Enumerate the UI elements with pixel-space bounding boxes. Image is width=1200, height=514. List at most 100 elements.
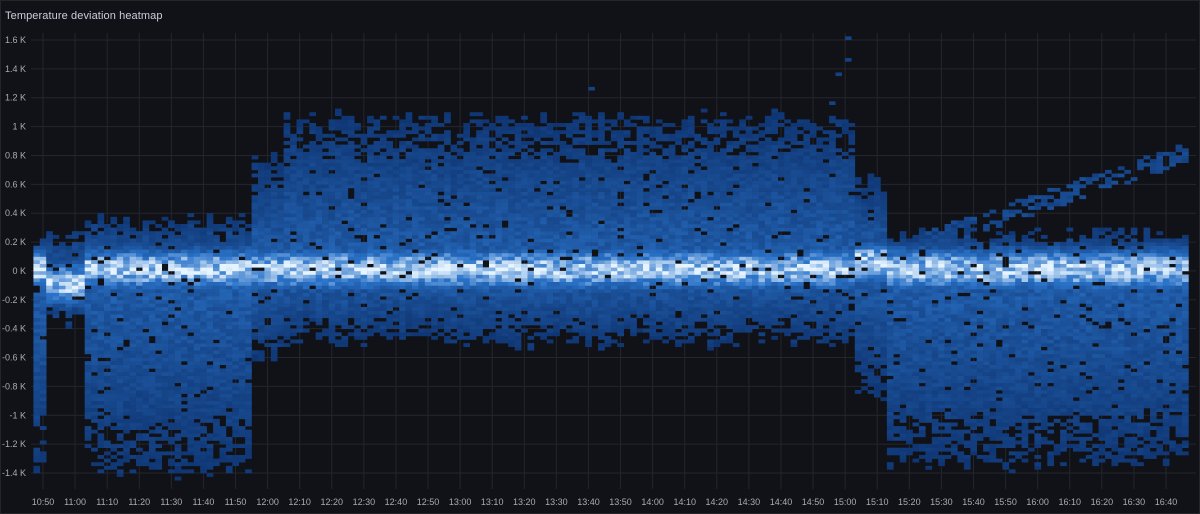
- heatmap-cell: [193, 332, 201, 337]
- heatmap-cell: [623, 274, 631, 279]
- heatmap-cell: [456, 278, 464, 282]
- heatmap-cell: [585, 299, 592, 304]
- heatmap-cell: [572, 126, 580, 131]
- heatmap-cell: [142, 317, 150, 322]
- heatmap-cell: [322, 209, 329, 214]
- heatmap-cell: [232, 364, 239, 369]
- heatmap-cell: [65, 321, 73, 326]
- heatmap-cell: [424, 270, 432, 275]
- heatmap-cell: [617, 256, 624, 261]
- heatmap-cell: [290, 242, 297, 246]
- heatmap-cell: [148, 242, 156, 246]
- heatmap-cell: [187, 231, 195, 236]
- heatmap-cell: [347, 126, 355, 131]
- heatmap-cell: [540, 141, 547, 145]
- heatmap-cell: [123, 447, 130, 452]
- heatmap-cell: [444, 141, 451, 145]
- heatmap-cell: [84, 245, 92, 250]
- heatmap-cell: [148, 289, 156, 293]
- heatmap-cell: [258, 332, 265, 337]
- heatmap-cell: [309, 126, 316, 131]
- heatmap-cell: [39, 357, 47, 362]
- heatmap-cell: [501, 234, 509, 239]
- heatmap-cell: [450, 299, 458, 304]
- heatmap-cell: [59, 299, 66, 304]
- heatmap-cell: [283, 202, 291, 207]
- heatmap-cell: [39, 386, 47, 391]
- heatmap-cell: [392, 267, 400, 272]
- heatmap-cell: [617, 296, 624, 301]
- heatmap-cell: [104, 418, 111, 423]
- heatmap-cell: [309, 173, 316, 178]
- heatmap-cell: [559, 202, 567, 207]
- heatmap-cell: [148, 220, 156, 225]
- heatmap-cell: [553, 296, 560, 301]
- heatmap-cell: [328, 159, 336, 163]
- heatmap-cell: [283, 209, 291, 214]
- heatmap-cell: [501, 206, 509, 210]
- heatmap-cell: [283, 126, 291, 131]
- heatmap-cell: [264, 249, 272, 254]
- heatmap-cell: [501, 328, 509, 333]
- heatmap-cell: [232, 361, 239, 365]
- heatmap-cell: [591, 184, 599, 189]
- heatmap-cell: [386, 224, 393, 228]
- heatmap-cell: [431, 202, 438, 207]
- heatmap-cell: [591, 216, 599, 221]
- heatmap-cell: [78, 249, 85, 254]
- heatmap-cell: [347, 285, 355, 290]
- heatmap-cell: [200, 372, 207, 376]
- heatmap-cell: [129, 404, 137, 409]
- heatmap-cell: [283, 252, 291, 257]
- heatmap-cell: [181, 379, 188, 384]
- heatmap-cell: [142, 325, 150, 329]
- heatmap-cell: [174, 242, 182, 246]
- heatmap-cell: [129, 350, 137, 355]
- heatmap-cell: [347, 296, 355, 301]
- heatmap-cell: [437, 187, 445, 192]
- heatmap-cell: [328, 220, 336, 225]
- heatmap-cell: [232, 429, 239, 434]
- heatmap-cell: [91, 289, 98, 293]
- heatmap-cell: [290, 249, 297, 254]
- heatmap-cell: [328, 119, 336, 124]
- heatmap-cell: [360, 289, 368, 293]
- heatmap-cell: [456, 220, 464, 225]
- heatmap-cell: [508, 281, 515, 286]
- heatmap-cell: [116, 368, 124, 373]
- panel-header[interactable]: Temperature deviation heatmap: [1, 1, 1199, 31]
- heatmap-cell: [91, 346, 98, 351]
- heatmap-cell: [251, 321, 259, 326]
- heatmap-cell: [129, 382, 137, 387]
- heatmap-cell: [251, 314, 259, 319]
- heatmap-cell: [200, 249, 207, 254]
- heatmap-cell: [617, 177, 624, 181]
- heatmap-cell: [148, 397, 156, 402]
- heatmap-cell: [309, 213, 316, 218]
- heatmap-cell: [533, 245, 541, 250]
- heatmap-cell: [463, 162, 470, 167]
- heatmap-cell: [264, 267, 272, 272]
- heatmap-cell: [431, 151, 438, 156]
- heatmap-cell: [444, 256, 451, 261]
- heatmap-cell: [129, 397, 137, 402]
- heatmap-cell: [65, 307, 73, 311]
- heatmap-cell: [335, 123, 342, 127]
- heatmap-cell: [566, 224, 573, 228]
- heatmap-cell: [335, 191, 342, 196]
- heatmap-cell: [302, 249, 310, 254]
- heatmap-cell: [296, 321, 304, 326]
- heatmap-cell: [206, 473, 214, 477]
- heatmap-cell: [39, 361, 47, 365]
- heatmap-cell: [193, 397, 201, 402]
- heatmap-cell: [315, 195, 323, 200]
- heatmap-cell: [598, 296, 605, 301]
- heatmap-cell: [495, 242, 503, 246]
- heatmap-cell: [193, 390, 201, 394]
- heatmap-cell: [219, 343, 227, 347]
- heatmap-cell: [322, 303, 329, 308]
- heatmap-cell: [187, 238, 195, 243]
- heatmap-cell: [623, 166, 631, 171]
- heatmap-cell: [225, 436, 233, 441]
